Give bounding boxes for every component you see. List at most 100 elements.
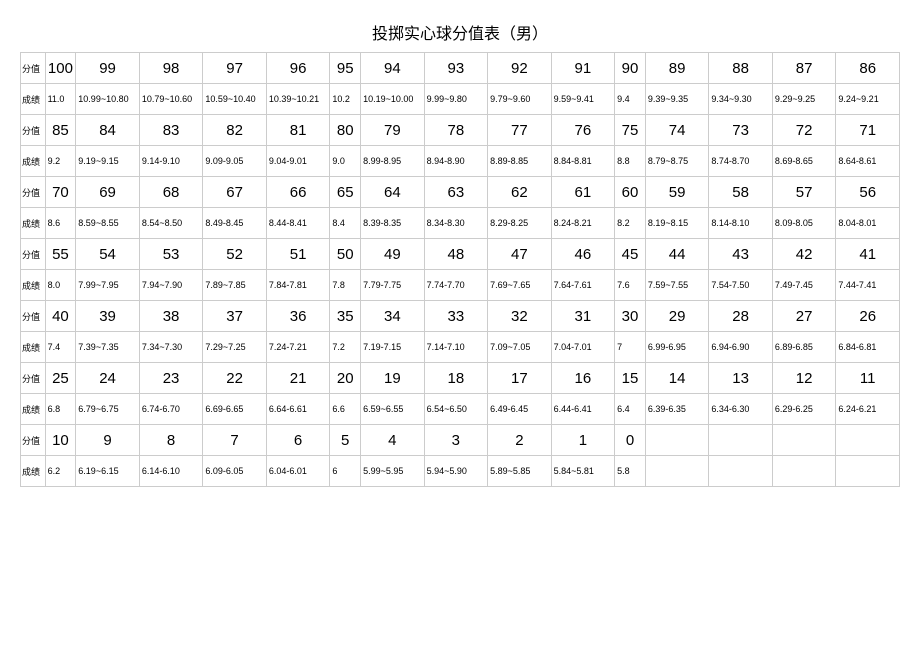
score-cell: 70 <box>45 177 76 208</box>
score-cell: 91 <box>551 53 615 84</box>
grade-cell: 8.64-8.61 <box>836 146 900 177</box>
score-cell: 5 <box>330 425 361 456</box>
score-cell: 93 <box>424 53 488 84</box>
score-cell: 99 <box>76 53 140 84</box>
score-cell: 82 <box>203 115 267 146</box>
grade-cell: 8.54~8.50 <box>139 208 203 239</box>
score-cell: 76 <box>551 115 615 146</box>
score-label: 分值 <box>21 177 46 208</box>
grade-cell: 10.2 <box>330 84 361 115</box>
score-cell: 45 <box>615 239 646 270</box>
score-cell: 25 <box>45 363 76 394</box>
grade-cell: 8.49-8.45 <box>203 208 267 239</box>
score-cell: 57 <box>772 177 836 208</box>
grade-cell: 6.14-6.10 <box>139 456 203 487</box>
score-cell: 60 <box>615 177 646 208</box>
grade-cell: 7.24-7.21 <box>266 332 330 363</box>
grade-cell: 7.69~7.65 <box>488 270 552 301</box>
score-cell: 6 <box>266 425 330 456</box>
grade-cell: 6.94-6.90 <box>709 332 773 363</box>
grade-cell: 8.29-8.25 <box>488 208 552 239</box>
grade-cell: 6.44-6.41 <box>551 394 615 425</box>
grade-cell: 8.94-8.90 <box>424 146 488 177</box>
grade-cell: 6.2 <box>45 456 76 487</box>
grade-label: 成绩 <box>21 394 46 425</box>
grade-cell: 6.39-6.35 <box>645 394 709 425</box>
score-cell: 94 <box>361 53 425 84</box>
grade-cell: 9.2 <box>45 146 76 177</box>
score-label: 分值 <box>21 425 46 456</box>
score-cell: 75 <box>615 115 646 146</box>
score-cell: 28 <box>709 301 773 332</box>
score-cell: 22 <box>203 363 267 394</box>
grade-cell: 8.44-8.41 <box>266 208 330 239</box>
score-cell: 73 <box>709 115 773 146</box>
score-cell: 80 <box>330 115 361 146</box>
grade-cell: 6.54~6.50 <box>424 394 488 425</box>
score-cell: 9 <box>76 425 140 456</box>
score-cell: 20 <box>330 363 361 394</box>
score-cell: 19 <box>361 363 425 394</box>
score-cell: 15 <box>615 363 646 394</box>
grade-cell: 7.99~7.95 <box>76 270 140 301</box>
page-title: 投掷实心球分值表（男） <box>20 20 900 44</box>
score-cell: 30 <box>615 301 646 332</box>
score-cell: 74 <box>645 115 709 146</box>
score-cell: 46 <box>551 239 615 270</box>
score-cell: 13 <box>709 363 773 394</box>
score-cell: 27 <box>772 301 836 332</box>
score-cell: 83 <box>139 115 203 146</box>
score-cell <box>772 425 836 456</box>
grade-cell: 6.8 <box>45 394 76 425</box>
grade-cell <box>709 456 773 487</box>
score-cell: 61 <box>551 177 615 208</box>
score-cell: 65 <box>330 177 361 208</box>
grade-cell: 9.34~9.30 <box>709 84 773 115</box>
score-cell: 95 <box>330 53 361 84</box>
grade-cell: 8.34-8.30 <box>424 208 488 239</box>
grade-cell: 7.64-7.61 <box>551 270 615 301</box>
grade-cell: 6.99-6.95 <box>645 332 709 363</box>
score-cell: 21 <box>266 363 330 394</box>
score-cell: 3 <box>424 425 488 456</box>
grade-cell: 6.34-6.30 <box>709 394 773 425</box>
grade-cell: 6.49-6.45 <box>488 394 552 425</box>
score-cell: 63 <box>424 177 488 208</box>
grade-cell <box>836 456 900 487</box>
score-cell: 50 <box>330 239 361 270</box>
grade-cell: 6.6 <box>330 394 361 425</box>
score-cell: 84 <box>76 115 140 146</box>
grade-cell: 5.94~5.90 <box>424 456 488 487</box>
score-cell: 4 <box>361 425 425 456</box>
grade-cell: 6.04-6.01 <box>266 456 330 487</box>
score-cell: 53 <box>139 239 203 270</box>
grade-cell: 6.29-6.25 <box>772 394 836 425</box>
grade-cell: 8.14-8.10 <box>709 208 773 239</box>
score-cell <box>709 425 773 456</box>
grade-cell: 8.09-8.05 <box>772 208 836 239</box>
score-cell: 64 <box>361 177 425 208</box>
grade-cell: 6.69-6.65 <box>203 394 267 425</box>
grade-label: 成绩 <box>21 146 46 177</box>
score-cell: 55 <box>45 239 76 270</box>
score-cell: 31 <box>551 301 615 332</box>
score-cell: 33 <box>424 301 488 332</box>
score-label: 分值 <box>21 301 46 332</box>
score-cell: 69 <box>76 177 140 208</box>
grade-cell: 5.8 <box>615 456 646 487</box>
grade-cell: 9.09-9.05 <box>203 146 267 177</box>
grade-cell: 6.19~6.15 <box>76 456 140 487</box>
score-cell: 97 <box>203 53 267 84</box>
score-label: 分值 <box>21 53 46 84</box>
score-cell: 12 <box>772 363 836 394</box>
score-cell: 2 <box>488 425 552 456</box>
score-cell: 79 <box>361 115 425 146</box>
score-cell: 18 <box>424 363 488 394</box>
score-cell: 71 <box>836 115 900 146</box>
grade-cell: 8.59~8.55 <box>76 208 140 239</box>
score-cell: 32 <box>488 301 552 332</box>
grade-cell: 5.89~5.85 <box>488 456 552 487</box>
grade-cell <box>772 456 836 487</box>
score-cell: 8 <box>139 425 203 456</box>
grade-cell: 10.79~10.60 <box>139 84 203 115</box>
